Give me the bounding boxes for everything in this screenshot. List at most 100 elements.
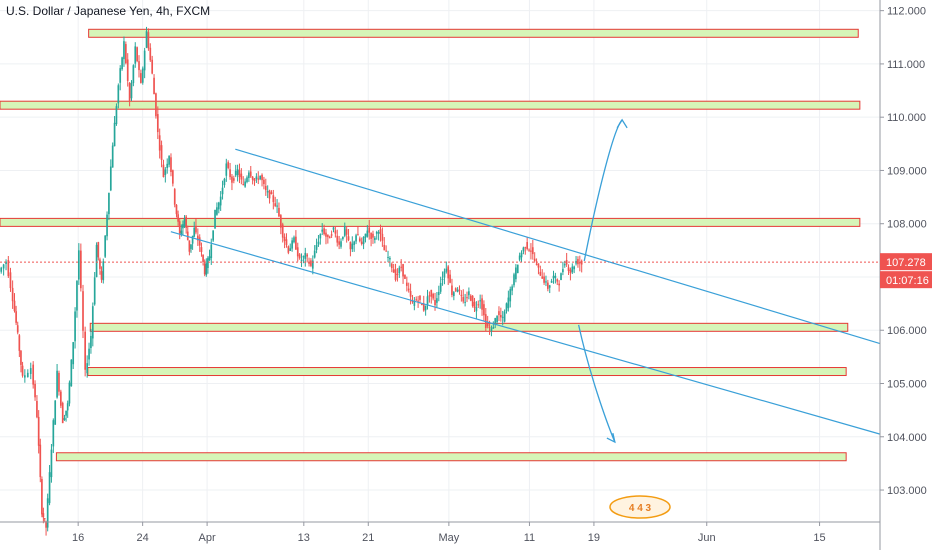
watermark-badge: [609, 495, 671, 519]
candle-body: [313, 250, 316, 258]
candle-body: [400, 266, 403, 268]
candle-body: [374, 237, 376, 240]
candle-body: [132, 65, 135, 84]
candle-body: [496, 316, 498, 323]
candle-body: [253, 178, 256, 182]
candle-body: [90, 335, 92, 348]
candle-body: [328, 236, 331, 239]
candle-body: [370, 233, 372, 239]
candle-body: [93, 277, 96, 305]
candle-body: [193, 227, 196, 237]
candle-body: [285, 239, 288, 245]
y-axis-labels: 103.000104.000105.000106.000107.000108.0…: [880, 6, 927, 497]
candle-body: [471, 295, 474, 306]
candle-body: [203, 263, 206, 275]
candle-body: [202, 254, 204, 262]
trendline: [235, 148, 881, 345]
candle-body: [261, 174, 263, 181]
candle-body: [437, 291, 440, 296]
candle-body: [432, 293, 434, 299]
candle-body: [128, 83, 131, 101]
candle-body: [402, 264, 404, 277]
candle-body: [72, 342, 75, 365]
candle-body: [417, 300, 419, 302]
candle-body: [543, 276, 545, 283]
candle-body: [392, 269, 395, 273]
candle-body: [210, 244, 213, 259]
candle-body: [126, 59, 129, 81]
candle-body: [270, 192, 273, 194]
candle-body: [477, 304, 480, 306]
candle-body: [160, 145, 163, 160]
candle-body: [102, 261, 105, 281]
candle-body: [383, 244, 386, 251]
candle-body: [424, 305, 427, 311]
candle-body: [50, 449, 53, 478]
candle-body: [164, 169, 167, 175]
candle-body: [162, 164, 165, 177]
candle-body: [268, 190, 271, 199]
candle-body: [238, 170, 241, 178]
candle-body: [178, 221, 181, 234]
candle-body: [70, 359, 73, 387]
candle-body: [251, 176, 254, 180]
candle-body: [257, 178, 260, 180]
candle-body: [248, 172, 250, 179]
candle-body: [531, 247, 534, 255]
x-tick-label: 24: [137, 532, 149, 544]
candle-body: [136, 47, 138, 62]
candle-body: [447, 266, 450, 279]
price-tag: 107.278 01:07:16: [880, 253, 932, 289]
candle-body: [336, 235, 339, 243]
candle-body: [552, 275, 555, 279]
arrow-up-curve: [583, 119, 623, 262]
zone-rect: [55, 452, 847, 462]
candle-body: [91, 306, 94, 339]
current-price-label: 107.278: [886, 257, 926, 269]
support-resistance-zones: [0, 28, 861, 462]
candle-body: [469, 295, 472, 301]
candle-body: [405, 282, 408, 286]
candle-body: [560, 273, 562, 281]
candle-body: [153, 77, 155, 95]
candle-body: [223, 178, 226, 186]
candle-body: [134, 46, 137, 64]
candle-body: [530, 250, 532, 252]
candle-body: [244, 181, 246, 187]
trendlines: [170, 148, 881, 435]
candle-body: [511, 286, 513, 291]
candle-body: [37, 416, 40, 446]
candle-body: [404, 275, 406, 279]
candle-body: [231, 176, 233, 183]
candle-body: [52, 420, 55, 447]
candle-body: [168, 156, 170, 165]
candle-body: [379, 229, 382, 235]
candle-body: [190, 244, 192, 249]
candle-body: [104, 235, 107, 257]
candle-body: [351, 243, 354, 250]
candle-body: [227, 162, 230, 168]
axes: [0, 0, 881, 550]
candle-body: [82, 291, 84, 331]
x-tick-label: 19: [588, 532, 600, 544]
candle-body: [36, 400, 38, 418]
candle-body: [84, 331, 86, 370]
candles: [0, 26, 583, 536]
x-tick-label: 15: [813, 532, 825, 544]
candle-body: [236, 169, 239, 175]
candle-body: [234, 170, 237, 176]
candle-body: [413, 301, 416, 306]
candle-body: [115, 106, 118, 125]
candle-body: [317, 241, 320, 245]
candle-body: [108, 192, 110, 215]
candle-body: [16, 325, 19, 333]
y-tick-label: 110.000: [887, 112, 926, 124]
candle-body: [68, 382, 71, 404]
candle-body: [407, 288, 410, 291]
candle-body: [357, 234, 359, 236]
candle-body: [196, 235, 199, 241]
candle-body: [99, 259, 101, 269]
candle-body: [88, 348, 90, 360]
candle-body: [172, 170, 174, 184]
